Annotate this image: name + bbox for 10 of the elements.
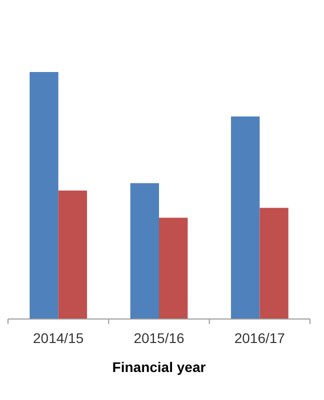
- bar: [130, 183, 159, 319]
- x-tick-label: 2014/15: [33, 330, 84, 346]
- bar: [260, 208, 288, 319]
- x-tick-label: 2016/17: [234, 330, 286, 346]
- bar: [159, 218, 188, 319]
- x-axis-title: Financial year: [112, 359, 206, 375]
- bar: [30, 72, 58, 319]
- bar: [230, 116, 260, 319]
- bar: [58, 190, 88, 319]
- x-tick-label: 2015/16: [134, 330, 185, 346]
